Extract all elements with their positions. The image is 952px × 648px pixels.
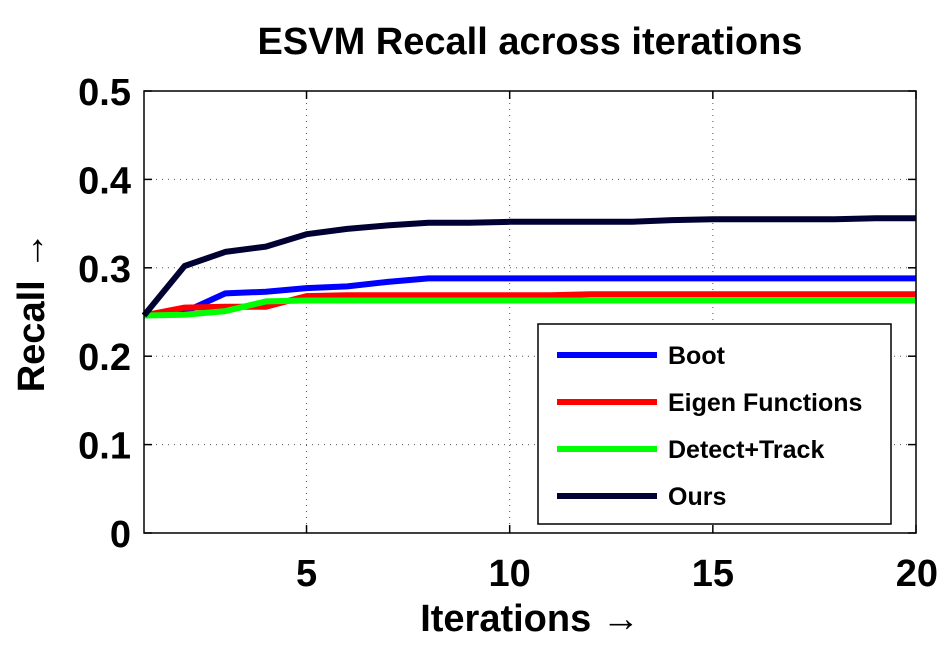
chart-title: ESVM Recall across iterations [258,21,803,63]
y-tick-label: 0.5 [78,72,131,114]
series-line-boot [143,275,916,319]
series-lines [141,215,916,319]
axis-ticks: 5 10 15 20 0 0.1 0.2 0.3 0.4 0.5 [78,72,938,595]
x-axis-label: Iterations → [420,598,640,640]
y-tick-label: 0.2 [78,337,131,379]
y-tick-label: 0.3 [78,249,131,291]
plot-frame [143,90,917,534]
series-line-eigen-functions [143,291,916,319]
series-line-detect-track [143,297,916,319]
legend-label-ours: Ours [668,483,726,511]
legend-label-eigen-functions: Eigen Functions [668,389,862,417]
x-tick-label: 20 [896,553,938,595]
x-tick-label: 10 [489,553,531,595]
y-tick-label: 0.1 [78,426,131,468]
y-axis-label: Recall → [11,232,53,393]
y-tick-label: 0.4 [78,160,131,202]
legend-label-boot: Boot [668,342,726,370]
legend: Boot Eigen Functions Detect+Track Ours [537,323,892,525]
series-line-ours [141,215,916,318]
x-tick-label: 5 [296,553,317,595]
y-tick-label: 0 [110,514,131,556]
legend-label-detect-track: Detect+Track [668,436,824,464]
x-tick-label: 15 [692,553,734,595]
